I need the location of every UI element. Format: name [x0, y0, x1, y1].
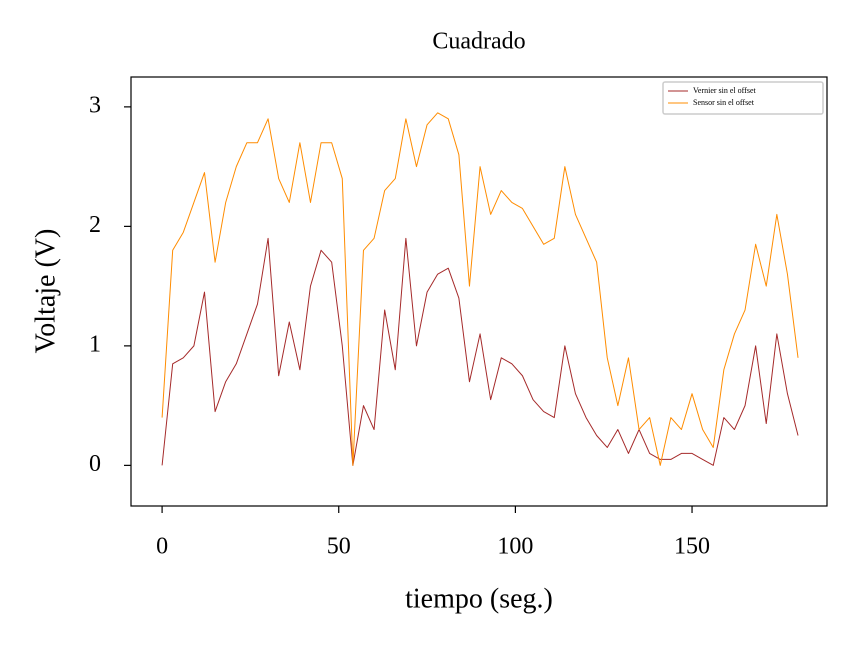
x-tick-label: 0: [156, 534, 168, 560]
x-tick-label: 100: [497, 534, 533, 560]
y-tick-label: 2: [89, 212, 101, 238]
x-tick-label: 150: [674, 534, 710, 560]
x-axis-label: tiempo (seg.): [405, 583, 553, 614]
data-line: [161, 237, 799, 466]
plot-frame: [130, 76, 828, 507]
legend-label: Sensor sin el offset: [693, 98, 755, 107]
data-line: [161, 112, 799, 466]
legend-box: [662, 81, 824, 115]
y-tick-label: 3: [89, 92, 101, 118]
x-tick-label: 50: [327, 534, 351, 560]
y-tick-label: 0: [89, 451, 101, 477]
chart-title: Cuadrado: [432, 29, 525, 55]
y-axis-label: Voltaje (V): [30, 229, 61, 354]
y-tick-label: 1: [89, 331, 101, 357]
legend-label: Vernier sin el offset: [693, 86, 757, 95]
